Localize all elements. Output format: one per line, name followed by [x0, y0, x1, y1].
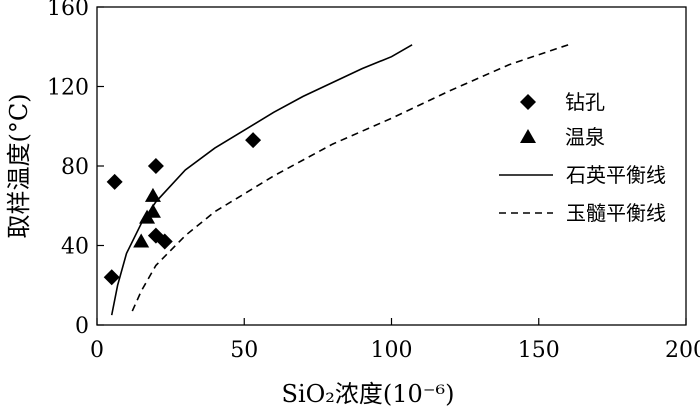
legend-marker-triangle	[520, 129, 536, 143]
legend-label: 钻孔	[565, 90, 605, 114]
point-hot-spring	[144, 203, 161, 218]
point-borehole	[245, 132, 262, 149]
series-line-chalcedony	[131, 44, 569, 312]
legend-label: 玉髓平衡线	[566, 201, 666, 225]
x-tick-label: 50	[230, 338, 258, 363]
tick-labels: 0 50 100 150 200 0 40 80 120 160	[47, 0, 700, 363]
legend-label: 温泉	[565, 125, 605, 149]
y-axis-title: 取样温度(°C)	[5, 93, 33, 238]
axes	[96, 6, 687, 326]
point-hot-spring	[133, 233, 150, 248]
x-axis-title: SiO₂浓度(10⁻⁶)	[282, 380, 455, 408]
y-tick-label: 120	[47, 76, 89, 101]
x-tick-label: 150	[518, 338, 560, 363]
legend-label: 石英平衡线	[566, 163, 666, 187]
x-tick-label: 100	[371, 338, 413, 363]
y-tick-label: 160	[47, 0, 89, 21]
series-line-quartz	[110, 44, 413, 316]
plot-area	[103, 44, 569, 316]
x-tick-label: 0	[90, 338, 104, 363]
point-borehole	[156, 233, 173, 250]
point-borehole	[106, 173, 123, 190]
point-borehole	[103, 269, 120, 286]
point-hot-spring	[144, 187, 161, 202]
y-tick-label: 0	[75, 314, 89, 339]
y-tick-label: 80	[61, 155, 89, 180]
x-tick-label: 200	[665, 338, 700, 363]
y-tick-label: 40	[61, 235, 89, 260]
legend-marker-diamond	[520, 94, 536, 110]
point-borehole	[147, 158, 164, 174]
